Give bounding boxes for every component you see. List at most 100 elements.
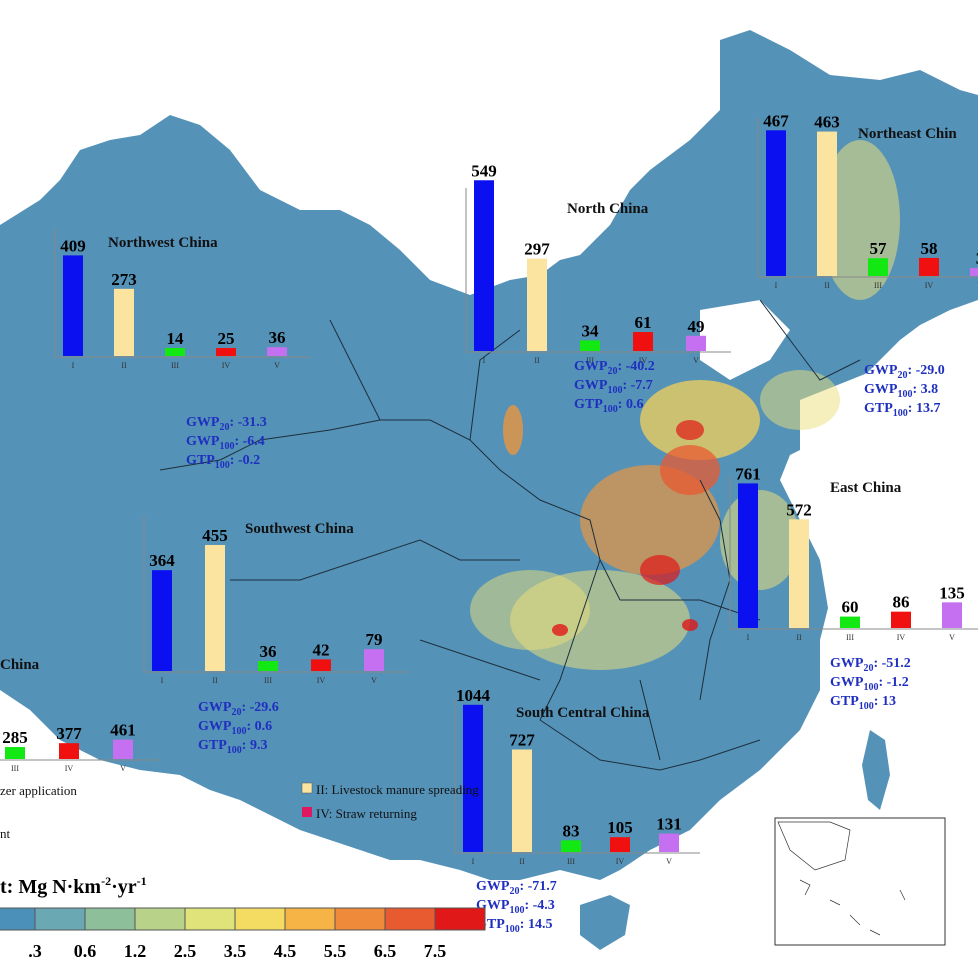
bar-I bbox=[474, 180, 494, 351]
bar-category-label: IV bbox=[222, 361, 231, 370]
bar-I bbox=[766, 130, 786, 276]
bar-category-label: II bbox=[519, 857, 525, 866]
metric-gwp20: GWP20: -29.6 bbox=[198, 700, 279, 718]
metric-gwp20: GWP20: -29.0 bbox=[864, 363, 945, 381]
bar-category-label: V bbox=[120, 764, 126, 773]
bohai-sea bbox=[700, 300, 790, 380]
scale-title: t: Mg N·km-2·yr-1 bbox=[0, 874, 147, 898]
bar-value-label: 60 bbox=[842, 598, 859, 617]
bar-V bbox=[113, 739, 133, 759]
bar-V bbox=[970, 268, 978, 276]
metric-gwp100: GWP100: 0.6 bbox=[198, 719, 272, 737]
region-title: East China bbox=[830, 480, 902, 496]
bar-category-label: IV bbox=[639, 356, 648, 365]
bar-value-label: 131 bbox=[656, 815, 682, 834]
scale-tick-label: 6.5 bbox=[374, 941, 397, 961]
bar-IV bbox=[633, 332, 653, 351]
scale-swatch bbox=[134, 907, 186, 931]
bar-category-label: I bbox=[747, 633, 750, 642]
bar-value-label: 36 bbox=[269, 328, 286, 347]
metric-gwp100: GWP100: -6.4 bbox=[186, 434, 265, 452]
bar-category-label: I bbox=[72, 361, 75, 370]
bar-category-label: V bbox=[274, 361, 280, 370]
bar-value-label: 761 bbox=[735, 464, 761, 483]
bar-II bbox=[114, 288, 134, 356]
bar-IV bbox=[59, 743, 79, 759]
region-chart-east: East China 761 I 572 II 60 III 86 IV 135 V GWP20: -… bbox=[729, 464, 978, 712]
bar-category-label: IV bbox=[616, 857, 625, 866]
bar-value-label: 461 bbox=[110, 721, 136, 740]
bar-IV bbox=[919, 257, 939, 276]
bar-category-label: V bbox=[949, 633, 955, 642]
legend-swatch-iv bbox=[302, 807, 312, 817]
scale-tick-label: 3.5 bbox=[224, 941, 247, 961]
bar-category-label: I bbox=[483, 356, 486, 365]
bar-category-label: II bbox=[824, 281, 830, 290]
metric-gtp100: GTP100: 0.6 bbox=[574, 397, 643, 415]
bar-value-label: 79 bbox=[366, 630, 383, 649]
bar-value-label: 409 bbox=[60, 236, 86, 255]
bar-category-label: II bbox=[534, 356, 540, 365]
scale-swatch bbox=[284, 907, 336, 931]
bar-V bbox=[686, 335, 706, 351]
metric-gwp100: GWP100: 3.8 bbox=[864, 382, 938, 400]
scale-tick-label: 4.5 bbox=[274, 941, 297, 961]
bar-category-label: I bbox=[472, 857, 475, 866]
hotspot-layer bbox=[470, 140, 900, 670]
bar-II bbox=[512, 749, 532, 852]
metric-gwp20: GWP20: -31.3 bbox=[186, 415, 267, 433]
region-charts: Northwest China409I273II14III25IV36VGWP2… bbox=[0, 111, 978, 935]
region-title: China bbox=[0, 657, 40, 673]
bar-IV bbox=[311, 659, 331, 671]
province-boundaries bbox=[159, 299, 861, 771]
bar-category-label: I bbox=[775, 281, 778, 290]
bar-category-label: III bbox=[567, 857, 575, 866]
metric-gtp100: GTP100: 13 bbox=[830, 694, 896, 712]
bar-category-label: V bbox=[371, 676, 377, 685]
bar-III bbox=[258, 661, 278, 671]
bar-value-label: 86 bbox=[893, 593, 910, 612]
bar-value-label: 467 bbox=[763, 111, 789, 130]
bar-III bbox=[580, 340, 600, 351]
legend-label-extra: nt bbox=[0, 826, 11, 841]
color-scale: t: Mg N·km-2·yr-1 .3 0.6 1.2 2.5 3.5 4.5 5.5 6.… bbox=[0, 874, 486, 961]
bar-category-label: III bbox=[846, 633, 854, 642]
region-chart-southwest: Southwest China 364 I 455 II 36 III 42 IV 79 V GWP2… bbox=[143, 515, 409, 756]
bar-category-label: V bbox=[666, 857, 672, 866]
bar-II bbox=[527, 258, 547, 351]
metric-gtp100: GTP100: 9.3 bbox=[198, 738, 267, 756]
region-title: Southwest China bbox=[245, 521, 354, 537]
legend-swatch-ii bbox=[301, 782, 313, 794]
region-title: South Central China bbox=[516, 705, 650, 721]
bar-value-label: 297 bbox=[524, 240, 550, 259]
scale-tick-label: .3 bbox=[28, 941, 42, 961]
bar-value-label: 61 bbox=[635, 313, 652, 332]
bar-value-label: 14 bbox=[167, 329, 185, 348]
bar-category-label: IV bbox=[317, 676, 326, 685]
bar-category-label: I bbox=[161, 676, 164, 685]
bar-value-label: 727 bbox=[509, 730, 535, 749]
bar-III bbox=[868, 258, 888, 276]
bar-value-label: 364 bbox=[149, 551, 175, 570]
scale-tick-label: 0.6 bbox=[74, 941, 97, 961]
bar-value-label: 105 bbox=[607, 818, 633, 837]
bar-I bbox=[738, 483, 758, 628]
legend-label-i: zer application bbox=[0, 783, 77, 798]
scale-swatch bbox=[34, 907, 86, 931]
legend-label-ii: II: Livestock manure spreading bbox=[316, 782, 479, 797]
scale-tick-label: 2.5 bbox=[174, 941, 197, 961]
scale-swatch bbox=[434, 907, 486, 931]
legend-label-iv: IV: Straw returning bbox=[316, 806, 417, 821]
bar-V bbox=[942, 602, 962, 628]
bar-value-label: 135 bbox=[939, 583, 965, 602]
bar-value-label: 3 bbox=[976, 249, 978, 268]
scale-tick-label: 7.5 bbox=[424, 941, 447, 961]
metric-gtp100: GTP100: 14.5 bbox=[476, 917, 552, 935]
bar-value-label: 377 bbox=[56, 724, 82, 743]
region-chart-northwest: Northwest China 409 I 273 II 14 III 25 IV 36 V GWP2… bbox=[54, 228, 310, 471]
metric-gwp100: GWP100: -4.3 bbox=[476, 898, 555, 916]
metric-gwp100: GWP100: -1.2 bbox=[830, 675, 909, 693]
scale-swatch bbox=[234, 907, 286, 931]
china-landmass bbox=[0, 30, 978, 880]
